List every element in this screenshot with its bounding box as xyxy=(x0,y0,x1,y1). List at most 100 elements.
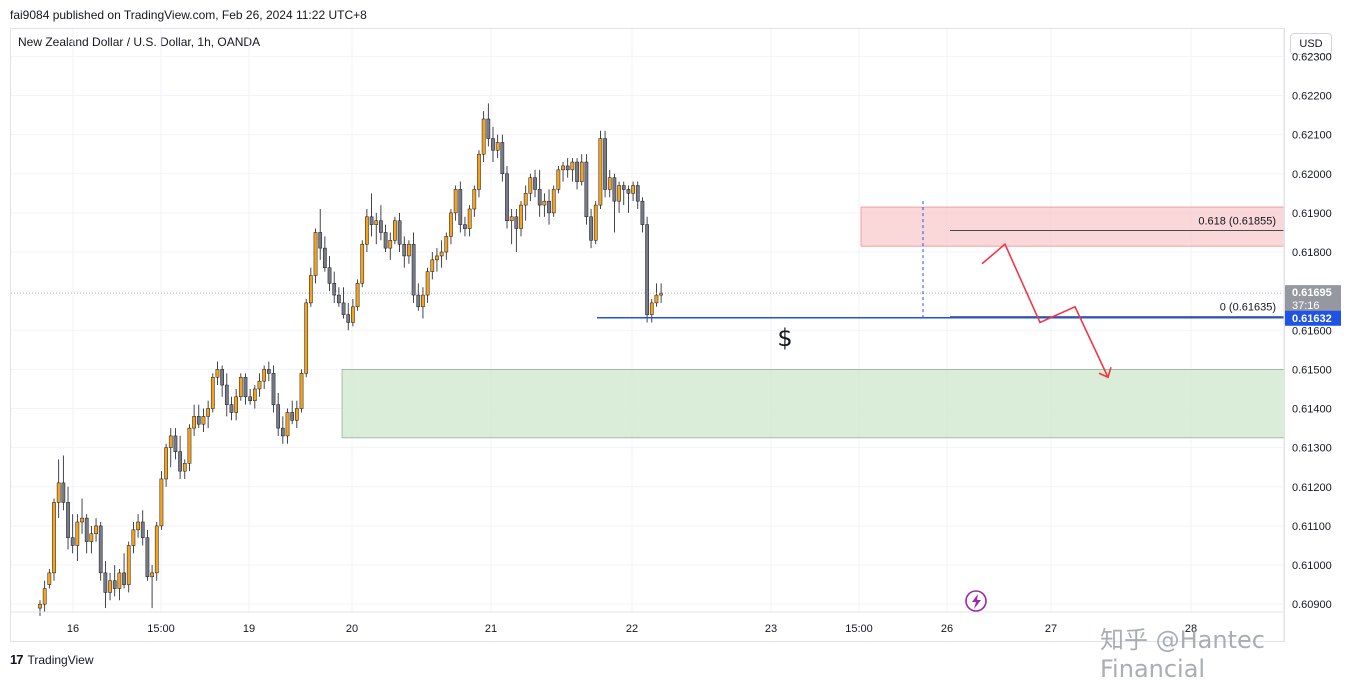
x-tick-label: 15:00 xyxy=(845,623,873,635)
x-tick-label: 27 xyxy=(1045,623,1057,635)
candle-body xyxy=(411,243,416,296)
candle-body xyxy=(565,165,570,171)
candle-body xyxy=(140,521,145,538)
candle-body xyxy=(486,118,491,139)
candle-body xyxy=(467,208,472,229)
tradingview-logo[interactable]: 17 TradingView xyxy=(10,652,94,667)
candle-body xyxy=(178,451,182,472)
axes: 0.62300 0.62200 0.62100 0.62000 0.61900 0.618… xyxy=(11,29,1341,642)
publisher-line: fai9084 published on TradingView.com, Fe… xyxy=(10,8,367,22)
candle-body xyxy=(168,435,173,448)
candle-body xyxy=(640,200,645,225)
y-tick-label: 0.61200 xyxy=(1292,482,1332,494)
candle-body xyxy=(481,118,486,155)
candle-body xyxy=(136,521,140,531)
candle-body xyxy=(495,142,500,151)
candle-body xyxy=(42,588,47,605)
candle-body xyxy=(75,521,80,546)
y-tick-label: 0.62200 xyxy=(1292,91,1332,103)
candle-body xyxy=(145,537,150,578)
candle-body xyxy=(397,220,402,245)
candles xyxy=(38,103,663,616)
candle-body xyxy=(341,302,346,315)
flash-icon[interactable] xyxy=(965,590,987,612)
y-tick-label: 0.61500 xyxy=(1292,364,1332,376)
candle-body xyxy=(542,200,547,206)
candle-body xyxy=(607,177,612,190)
x-tick-label: 21 xyxy=(485,623,497,635)
symbol-title[interactable]: New Zealand Dollar / U.S. Dollar, 1h, OA… xyxy=(18,35,261,49)
x-tick-label: 26 xyxy=(941,623,953,635)
candle-body xyxy=(439,251,444,257)
watermark: 知乎 @Hantec Financial xyxy=(1100,626,1265,683)
candle-body xyxy=(383,232,388,249)
candle-body xyxy=(458,189,463,225)
brand-label: TradingView xyxy=(27,652,94,667)
candle-body xyxy=(379,220,383,233)
candle-body xyxy=(561,165,565,171)
candle-body xyxy=(122,572,126,585)
candle-body xyxy=(621,185,626,190)
candle-body xyxy=(514,216,519,229)
candle-body xyxy=(631,185,635,194)
candle-body xyxy=(98,525,103,574)
candle-body xyxy=(187,427,192,464)
candle-body xyxy=(224,384,229,405)
demand-zone xyxy=(341,369,1285,439)
candle-body xyxy=(472,189,477,210)
candle-body xyxy=(523,193,528,206)
candle-body xyxy=(491,138,495,151)
projection-arrowhead xyxy=(1098,367,1112,379)
candle-body xyxy=(593,204,598,241)
candle-body xyxy=(425,271,430,296)
candle-body xyxy=(551,189,556,214)
candle-body xyxy=(654,294,659,304)
x-tick-label: 15:00 xyxy=(147,623,175,635)
candle-body xyxy=(626,189,631,194)
candle-body xyxy=(453,189,458,214)
y-tick-label: 0.61100 xyxy=(1292,521,1331,533)
candle-body xyxy=(80,517,84,523)
candle-body xyxy=(346,314,351,323)
candle-body xyxy=(519,204,523,229)
x-tick-label: 23 xyxy=(765,623,777,635)
candle-body xyxy=(505,173,509,221)
candle-body xyxy=(388,240,393,249)
y-tick-label: 0.61800 xyxy=(1292,247,1332,259)
candle-body xyxy=(537,189,542,206)
candle-body xyxy=(52,502,56,574)
candle-body xyxy=(416,294,421,308)
candle-body xyxy=(295,408,299,421)
candle-body xyxy=(229,404,234,413)
candle-body xyxy=(215,369,220,378)
candle-body xyxy=(89,533,94,542)
candle-body xyxy=(290,412,295,421)
currency-button[interactable]: USD xyxy=(1290,33,1332,55)
candle-body xyxy=(318,232,323,249)
y-tick-label: 0.61400 xyxy=(1292,404,1332,416)
candle-body xyxy=(61,482,66,503)
candle-body xyxy=(528,177,533,194)
y-tick-label: 0.61600 xyxy=(1292,325,1332,337)
y-tick-label: 0.60900 xyxy=(1292,599,1332,611)
candle-body xyxy=(299,373,304,409)
candle-body xyxy=(649,302,654,315)
candle-body xyxy=(369,216,374,225)
candle-body xyxy=(449,212,453,237)
candle-body xyxy=(206,408,210,417)
y-tick-label: 0.62100 xyxy=(1292,130,1332,142)
candle-body xyxy=(196,416,201,425)
candle-body xyxy=(313,232,318,276)
candle-body xyxy=(243,376,248,398)
x-tick-label: 20 xyxy=(346,623,358,635)
overlays: 0.618 (0.61855) 0 (0.61635) $ xyxy=(11,201,1284,379)
candle-body xyxy=(477,153,481,190)
candle-body xyxy=(192,416,196,429)
candle-body xyxy=(612,177,617,202)
candle-body xyxy=(47,572,52,585)
candle-body xyxy=(257,380,262,390)
candle-body xyxy=(351,306,355,323)
candle-body xyxy=(556,169,561,190)
candle-body xyxy=(355,283,360,308)
